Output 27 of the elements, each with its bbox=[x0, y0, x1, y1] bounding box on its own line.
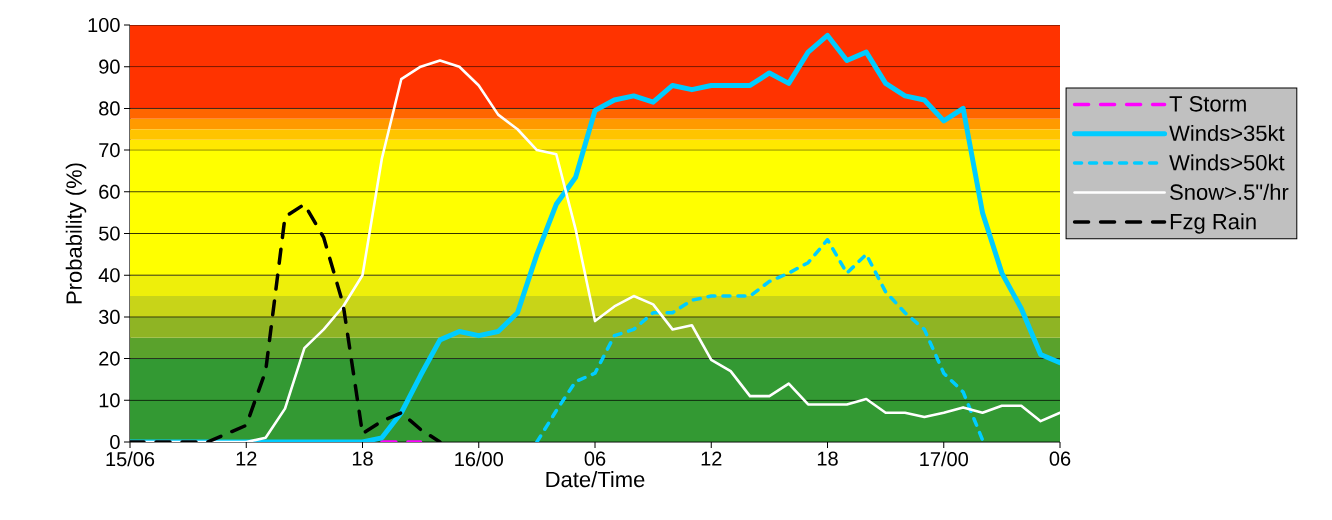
y-tick-label: 70 bbox=[99, 143, 120, 158]
y-tick-label: 20 bbox=[99, 351, 120, 366]
x-tick-label: 16/00 bbox=[455, 451, 503, 467]
y-axis-title: Probability (%) bbox=[65, 163, 87, 304]
y-tick-label: 30 bbox=[98, 309, 120, 324]
y-tick-label: 80 bbox=[99, 101, 120, 116]
x-tick-label: 18 bbox=[817, 451, 838, 466]
y-tick-label: 0 bbox=[110, 434, 120, 450]
legend-label: Fzg Rain bbox=[1170, 213, 1256, 234]
y-tick-label: 40 bbox=[98, 268, 120, 283]
x-tick-label: 12 bbox=[701, 451, 722, 466]
y-tick-label: 90 bbox=[99, 59, 120, 74]
legend-label: Winds>35kt bbox=[1169, 124, 1285, 142]
x-tick-label: 06 bbox=[584, 451, 606, 466]
legend-label: Winds>50kt bbox=[1169, 154, 1285, 171]
y-tick-label: 10 bbox=[99, 393, 120, 408]
x-tick-label: 12 bbox=[236, 451, 257, 466]
x-tick-label: 15/06 bbox=[106, 451, 155, 467]
y-tick-label: 50 bbox=[99, 226, 120, 241]
legend-label: Snow>.5"/hr bbox=[1170, 183, 1289, 200]
y-tick-label: 100 bbox=[88, 17, 120, 33]
legend-label: T Storm bbox=[1169, 96, 1246, 112]
x-tick-label: 18 bbox=[352, 451, 373, 466]
x-tick-label: 17/00 bbox=[920, 451, 968, 467]
y-tick-label: 60 bbox=[99, 184, 120, 199]
x-tick-label: 06 bbox=[1049, 451, 1071, 466]
x-axis-title: Date/Time bbox=[546, 471, 645, 488]
